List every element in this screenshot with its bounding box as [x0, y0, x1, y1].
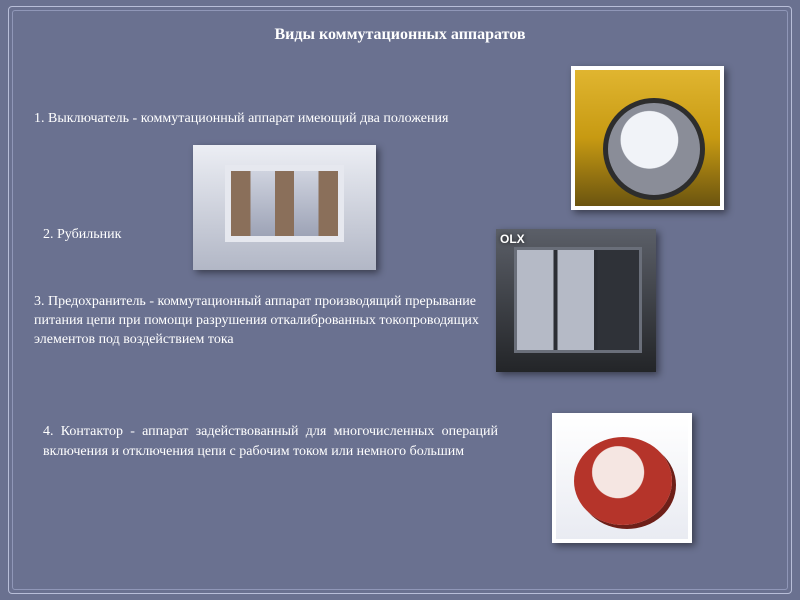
item-3-text: 3. Предохранитель - коммутационный аппар…: [34, 293, 499, 350]
item-1-text: 1. Выключатель - коммутационный аппарат …: [34, 111, 448, 127]
watermark-olx: OLX: [500, 232, 525, 246]
item-2-text: 2. Рубильник: [43, 227, 121, 243]
slide-content: Виды коммутационных аппаратов 1. Выключа…: [0, 0, 800, 600]
slide-title: Виды коммутационных аппаратов: [0, 26, 800, 44]
image-fuse-box: [496, 229, 656, 372]
image-knife-switch: [193, 145, 376, 270]
image-red-contactor: [552, 413, 692, 543]
image-yellow-industrial-switch: [571, 66, 724, 210]
item-4-text: 4. Контактор - аппарат задействованный д…: [43, 422, 498, 461]
